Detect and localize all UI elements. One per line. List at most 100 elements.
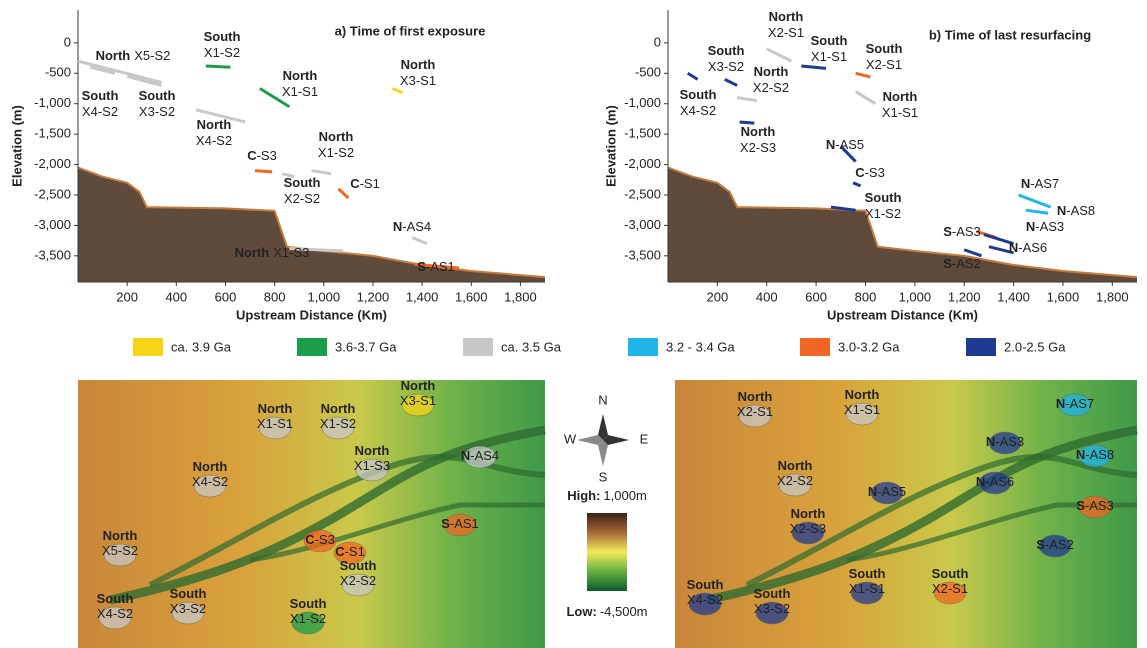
- label-name-text: X3-S2: [754, 601, 790, 616]
- label-group: South: [708, 43, 745, 58]
- label-name: X4-S2: [680, 103, 716, 118]
- x-tick-label: 200: [116, 289, 138, 304]
- label-group: N: [986, 434, 995, 449]
- y-tick-label: -3,000: [624, 217, 661, 232]
- label-group-text: South: [290, 596, 327, 611]
- y-tick-label: -3,000: [34, 217, 71, 232]
- x-tick-label: 800: [264, 289, 286, 304]
- x-axis-title: Upstream Distance (Km): [236, 307, 387, 322]
- unit-segment: [963, 248, 982, 258]
- label-group: North: [355, 443, 390, 458]
- map-region: [933, 581, 967, 605]
- x-tick-label: 600: [215, 289, 237, 304]
- legend-label: ca. 3.5 Ga: [501, 339, 562, 354]
- map-region: [443, 513, 477, 537]
- label: N-AS5: [826, 137, 864, 152]
- label-name-text: X4-S2: [82, 104, 118, 119]
- label-group-text: North: [103, 528, 138, 543]
- y-tick-label: 0: [654, 34, 661, 49]
- unit-segment: [392, 87, 404, 95]
- map-region: [738, 404, 772, 428]
- label-name: X4-S2: [196, 133, 232, 148]
- label-name-text: X1-S1: [849, 581, 885, 596]
- colorbar-high: High: 1,000m: [567, 488, 647, 503]
- label: N-AS7: [1056, 396, 1094, 411]
- label-name: -AS6: [1018, 240, 1047, 255]
- label-group: North: [235, 245, 270, 260]
- label-name: X2-S1: [737, 404, 773, 419]
- legend-swatch: [966, 338, 996, 356]
- label: N-AS6: [976, 474, 1014, 489]
- label-group-text: North: [319, 129, 354, 144]
- legend-label: 3.2 - 3.4 Ga: [666, 339, 735, 354]
- map-region: [688, 592, 722, 616]
- label-name: X2-S2: [777, 473, 813, 488]
- label-group: N: [1056, 396, 1065, 411]
- label: N-AS7: [1021, 176, 1059, 191]
- label-group-text: North: [883, 89, 918, 104]
- label: N-AS4: [393, 219, 431, 234]
- label-name: -AS3: [1035, 219, 1064, 234]
- elevation-area: [668, 167, 1137, 282]
- label-group: S: [1076, 498, 1085, 513]
- label-name-text: X1-S1: [844, 402, 880, 417]
- label-group: C: [305, 532, 315, 547]
- label: S-AS3: [1076, 498, 1114, 513]
- label-group-text: South: [708, 43, 745, 58]
- legend-label: 2.0-2.5 Ga: [1004, 339, 1066, 354]
- label-name-text: X1-S2: [204, 45, 240, 60]
- label-group-text: South: [866, 41, 903, 56]
- label-group: North: [769, 9, 804, 24]
- label-name: -AS7: [1065, 396, 1094, 411]
- label-name: -AS2: [1045, 537, 1074, 552]
- label-group-text: South: [687, 577, 724, 592]
- label: N-AS4: [461, 448, 499, 463]
- label-group: C: [855, 165, 865, 180]
- unit-segment: [126, 74, 162, 87]
- label-group-text: North: [193, 459, 228, 474]
- label-group-text: South: [284, 175, 321, 190]
- map-region: [988, 431, 1022, 455]
- label-group-text: North: [355, 443, 390, 458]
- y-tick-label: -2,000: [34, 156, 71, 171]
- legend-swatch: [800, 338, 830, 356]
- legend-label: ca. 3.9 Ga: [171, 339, 232, 354]
- label-group: N: [826, 137, 835, 152]
- unit-segment: [855, 71, 871, 79]
- label-name-text: X2-S2: [340, 573, 376, 588]
- label-name: -AS1: [450, 516, 479, 531]
- label-group-text: North: [769, 9, 804, 24]
- label-group: N: [1076, 447, 1085, 462]
- unit-segment: [1025, 208, 1049, 215]
- label-name: -AS1: [426, 259, 455, 274]
- map-region: [321, 416, 355, 440]
- label-group: South: [97, 591, 134, 606]
- label-group: S: [943, 224, 952, 239]
- label: N-AS5: [868, 484, 906, 499]
- map-region: [850, 581, 884, 605]
- label-group: S: [943, 256, 952, 271]
- label-name: X1-S2: [290, 611, 326, 626]
- map-region: [341, 573, 375, 597]
- label-group: North: [258, 401, 293, 416]
- y-tick-label: -3,500: [34, 247, 71, 262]
- x-tick-label: 1,800: [504, 289, 537, 304]
- label-group: North: [401, 378, 436, 393]
- label-name: -AS8: [1066, 203, 1095, 218]
- label-name: -AS4: [470, 448, 499, 463]
- label-group-text: South: [82, 88, 119, 103]
- label: C-S3: [247, 148, 277, 163]
- y-tick-label: -1,500: [34, 126, 71, 141]
- map-region: [463, 445, 497, 469]
- unit-segment: [311, 169, 332, 176]
- label-name: -S1: [345, 544, 365, 559]
- x-tick-label: 400: [165, 289, 187, 304]
- label-group-text: North: [738, 389, 773, 404]
- label-name: X1-S3: [354, 458, 390, 473]
- label-group-text: North: [258, 401, 293, 416]
- label-name-text: X2-S2: [777, 473, 813, 488]
- label-group: North: [103, 528, 138, 543]
- label-name: X1-S2: [204, 45, 240, 60]
- label-group: North: [791, 506, 826, 521]
